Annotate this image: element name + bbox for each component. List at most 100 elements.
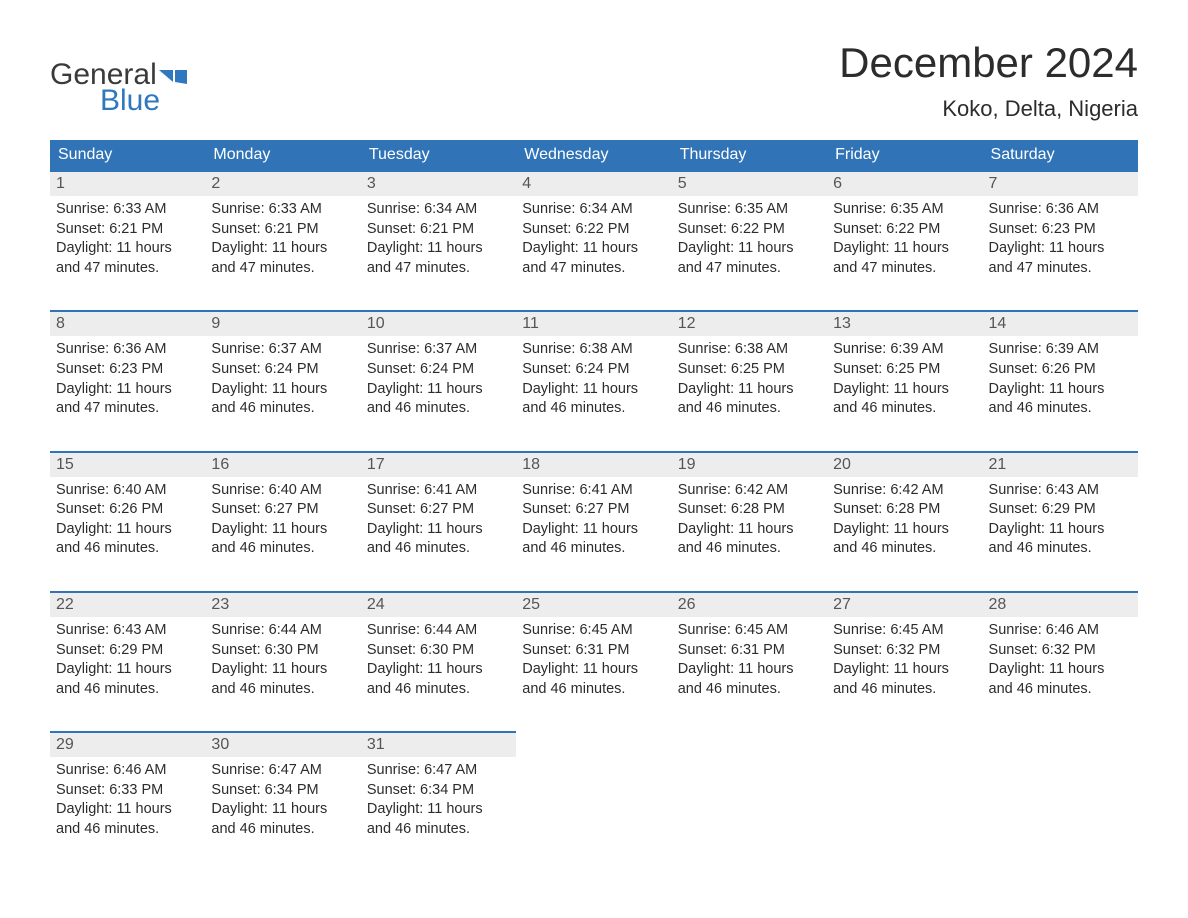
day-body: Sunrise: 6:35 AMSunset: 6:22 PMDaylight:… [672, 196, 827, 296]
sunset-line: Sunset: 6:22 PM [833, 220, 976, 240]
day-cell: 5Sunrise: 6:35 AMSunset: 6:22 PMDaylight… [672, 170, 827, 296]
sunset-line: Sunset: 6:24 PM [367, 360, 510, 380]
day-cell: 6Sunrise: 6:35 AMSunset: 6:22 PMDaylight… [827, 170, 982, 296]
day-number: 1 [50, 172, 205, 196]
daylight-line: Daylight: 11 hours and 46 minutes. [678, 380, 821, 419]
sunrise-line: Sunrise: 6:36 AM [989, 200, 1132, 220]
sunrise-line: Sunrise: 6:35 AM [678, 200, 821, 220]
day-body: Sunrise: 6:42 AMSunset: 6:28 PMDaylight:… [672, 477, 827, 577]
daylight-line: Daylight: 11 hours and 47 minutes. [522, 239, 665, 278]
daylight-line: Daylight: 11 hours and 46 minutes. [678, 660, 821, 699]
header-bar: General Blue December 2024 Koko, Delta, … [50, 40, 1138, 122]
day-cell: 26Sunrise: 6:45 AMSunset: 6:31 PMDayligh… [672, 591, 827, 717]
day-cell: 23Sunrise: 6:44 AMSunset: 6:30 PMDayligh… [205, 591, 360, 717]
sunset-line: Sunset: 6:21 PM [367, 220, 510, 240]
day-number: 16 [205, 453, 360, 477]
title-block: December 2024 Koko, Delta, Nigeria [839, 40, 1138, 122]
day-cell: 13Sunrise: 6:39 AMSunset: 6:25 PMDayligh… [827, 310, 982, 436]
sunset-line: Sunset: 6:32 PM [833, 641, 976, 661]
day-cell: 31Sunrise: 6:47 AMSunset: 6:34 PMDayligh… [361, 731, 516, 857]
sunset-line: Sunset: 6:23 PM [989, 220, 1132, 240]
day-header: Saturday [983, 140, 1138, 170]
sunrise-line: Sunrise: 6:39 AM [833, 340, 976, 360]
sunrise-line: Sunrise: 6:46 AM [989, 621, 1132, 641]
daylight-line: Daylight: 11 hours and 46 minutes. [211, 800, 354, 839]
daylight-line: Daylight: 11 hours and 47 minutes. [989, 239, 1132, 278]
calendar-cell: 10 Sunrise: 6:37 AMSunset: 6:24 PMDayligh… [361, 310, 516, 436]
sunrise-line: Sunrise: 6:46 AM [56, 761, 199, 781]
calendar-cell: 15Sunrise: 6:40 AMSunset: 6:26 PMDayligh… [50, 451, 205, 577]
calendar-cell: 21Sunrise: 6:43 AMSunset: 6:29 PMDayligh… [983, 451, 1138, 577]
day-number: 20 [827, 453, 982, 477]
sunset-line: Sunset: 6:27 PM [211, 500, 354, 520]
calendar-cell: 27Sunrise: 6:45 AMSunset: 6:32 PMDayligh… [827, 591, 982, 717]
daylight-line: Daylight: 11 hours and 46 minutes. [522, 380, 665, 419]
day-body: Sunrise: 6:38 AMSunset: 6:24 PMDaylight:… [516, 336, 671, 436]
sunrise-line: Sunrise: 6:37 AM [367, 340, 510, 360]
calendar-cell: 29Sunrise: 6:46 AMSunset: 6:33 PMDayligh… [50, 731, 205, 857]
calendar-cell: 5Sunrise: 6:35 AMSunset: 6:22 PMDaylight… [672, 170, 827, 296]
day-cell: 20Sunrise: 6:42 AMSunset: 6:28 PMDayligh… [827, 451, 982, 577]
calendar-cell: 7Sunrise: 6:36 AMSunset: 6:23 PMDaylight… [983, 170, 1138, 296]
day-body: Sunrise: 6:46 AMSunset: 6:32 PMDaylight:… [983, 617, 1138, 717]
day-cell: 2Sunrise: 6:33 AMSunset: 6:21 PMDaylight… [205, 170, 360, 296]
sunset-line: Sunset: 6:24 PM [211, 360, 354, 380]
day-cell: 18Sunrise: 6:41 AMSunset: 6:27 PMDayligh… [516, 451, 671, 577]
calendar-table: SundayMondayTuesdayWednesdayThursdayFrid… [50, 140, 1138, 857]
day-body: Sunrise: 6:38 AMSunset: 6:25 PMDaylight:… [672, 336, 827, 436]
calendar-cell: 2Sunrise: 6:33 AMSunset: 6:21 PMDaylight… [205, 170, 360, 296]
calendar-week: 29Sunrise: 6:46 AMSunset: 6:33 PMDayligh… [50, 731, 1138, 857]
sunrise-line: Sunrise: 6:45 AM [833, 621, 976, 641]
sunset-line: Sunset: 6:30 PM [367, 641, 510, 661]
day-number: 4 [516, 172, 671, 196]
day-body: Sunrise: 6:41 AMSunset: 6:27 PMDaylight:… [516, 477, 671, 577]
sunrise-line: Sunrise: 6:45 AM [678, 621, 821, 641]
day-body: Sunrise: 6:36 AMSunset: 6:23 PMDaylight:… [983, 196, 1138, 296]
day-body: Sunrise: 6:37 AMSunset: 6:24 PMDaylight:… [205, 336, 360, 436]
calendar-cell: 24Sunrise: 6:44 AMSunset: 6:30 PMDayligh… [361, 591, 516, 717]
sunset-line: Sunset: 6:32 PM [989, 641, 1132, 661]
sunset-line: Sunset: 6:27 PM [367, 500, 510, 520]
day-number: 5 [672, 172, 827, 196]
sunrise-line: Sunrise: 6:36 AM [56, 340, 199, 360]
day-cell: 16Sunrise: 6:40 AMSunset: 6:27 PMDayligh… [205, 451, 360, 577]
daylight-line: Daylight: 11 hours and 46 minutes. [522, 660, 665, 699]
day-number: 28 [983, 593, 1138, 617]
sunrise-line: Sunrise: 6:47 AM [367, 761, 510, 781]
day-body: Sunrise: 6:47 AMSunset: 6:34 PMDaylight:… [205, 757, 360, 857]
calendar-cell: 20Sunrise: 6:42 AMSunset: 6:28 PMDayligh… [827, 451, 982, 577]
calendar-cell [672, 731, 827, 857]
day-number: 27 [827, 593, 982, 617]
day-cell: 9Sunrise: 6:37 AMSunset: 6:24 PMDaylight… [205, 310, 360, 436]
calendar-header-row: SundayMondayTuesdayWednesdayThursdayFrid… [50, 140, 1138, 170]
day-body: Sunrise: 6:45 AMSunset: 6:31 PMDaylight:… [516, 617, 671, 717]
day-number: 19 [672, 453, 827, 477]
day-cell: 8Sunrise: 6:36 AMSunset: 6:23 PMDaylight… [50, 310, 205, 436]
daylight-line: Daylight: 11 hours and 46 minutes. [367, 380, 510, 419]
month-title: December 2024 [839, 40, 1138, 86]
daylight-line: Daylight: 11 hours and 46 minutes. [211, 660, 354, 699]
daylight-line: Daylight: 11 hours and 46 minutes. [989, 380, 1132, 419]
daylight-line: Daylight: 11 hours and 46 minutes. [989, 660, 1132, 699]
day-number: 13 [827, 312, 982, 336]
day-cell: 25Sunrise: 6:45 AMSunset: 6:31 PMDayligh… [516, 591, 671, 717]
calendar-week: 1Sunrise: 6:33 AMSunset: 6:21 PMDaylight… [50, 170, 1138, 296]
sunrise-line: Sunrise: 6:44 AM [367, 621, 510, 641]
day-number: 17 [361, 453, 516, 477]
day-number: 10 [361, 312, 516, 336]
day-header: Sunday [50, 140, 205, 170]
day-cell: 28Sunrise: 6:46 AMSunset: 6:32 PMDayligh… [983, 591, 1138, 717]
day-number: 21 [983, 453, 1138, 477]
daylight-line: Daylight: 11 hours and 46 minutes. [211, 520, 354, 559]
sunset-line: Sunset: 6:33 PM [56, 781, 199, 801]
day-body: Sunrise: 6:46 AMSunset: 6:33 PMDaylight:… [50, 757, 205, 857]
sunrise-line: Sunrise: 6:42 AM [678, 481, 821, 501]
calendar-cell: 14Sunrise: 6:39 AMSunset: 6:26 PMDayligh… [983, 310, 1138, 436]
calendar-cell: 22Sunrise: 6:43 AMSunset: 6:29 PMDayligh… [50, 591, 205, 717]
sunrise-line: Sunrise: 6:34 AM [367, 200, 510, 220]
sunset-line: Sunset: 6:34 PM [211, 781, 354, 801]
day-number: 22 [50, 593, 205, 617]
calendar-cell: 16Sunrise: 6:40 AMSunset: 6:27 PMDayligh… [205, 451, 360, 577]
sunset-line: Sunset: 6:34 PM [367, 781, 510, 801]
calendar-cell: 19Sunrise: 6:42 AMSunset: 6:28 PMDayligh… [672, 451, 827, 577]
